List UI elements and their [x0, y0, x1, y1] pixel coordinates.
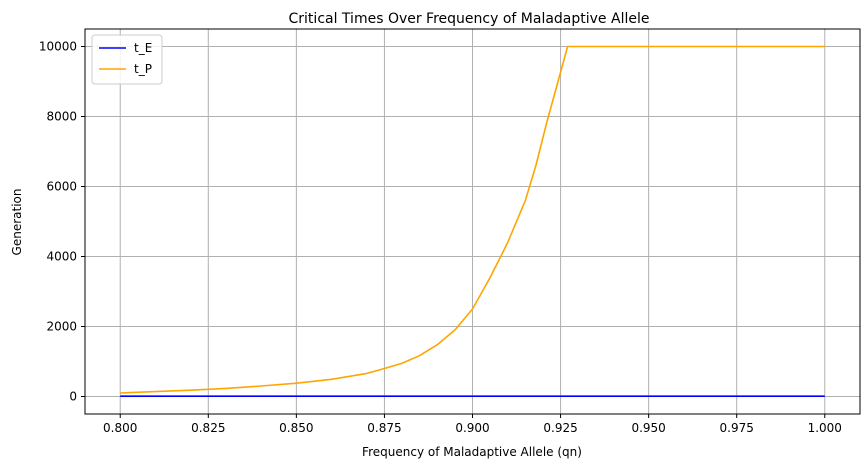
x-tick-label: 0.800: [103, 421, 137, 435]
chart-title: Critical Times Over Frequency of Maladap…: [289, 11, 650, 27]
x-tick-label: 0.975: [720, 421, 754, 435]
x-tick-label: 0.900: [455, 421, 489, 435]
x-tick-label: 1.000: [808, 421, 842, 435]
x-tick-label: 0.950: [631, 421, 665, 435]
x-tick-label: 0.875: [367, 421, 401, 435]
y-tick-label: 10000: [39, 40, 77, 54]
y-tick-label: 8000: [46, 110, 77, 124]
legend: t_E t_P: [91, 34, 163, 85]
x-tick-label: 0.825: [191, 421, 225, 435]
y-axis: 0 2000 4000 6000 8000 10000: [39, 40, 85, 404]
y-tick-label: 0: [69, 390, 77, 404]
x-tick-label: 0.850: [279, 421, 313, 435]
y-tick-label: 6000: [46, 180, 77, 194]
legend-label: t_E: [134, 41, 152, 55]
legend-label: t_P: [134, 62, 152, 76]
y-tick-label: 4000: [46, 250, 77, 264]
y-tick-label: 2000: [46, 320, 77, 334]
series-line-t-p: [120, 45, 825, 394]
grid: [85, 29, 860, 414]
x-axis-label: Frequency of Maladaptive Allele (qn): [362, 445, 582, 459]
y-axis-label: Generation: [10, 189, 24, 256]
x-tick-label: 0.925: [543, 421, 577, 435]
series-layer: [120, 45, 825, 397]
x-axis: 0.800 0.825 0.850 0.875 0.900 0.925 0.950 0.975…: [103, 414, 842, 435]
plot-area: [84, 28, 861, 415]
